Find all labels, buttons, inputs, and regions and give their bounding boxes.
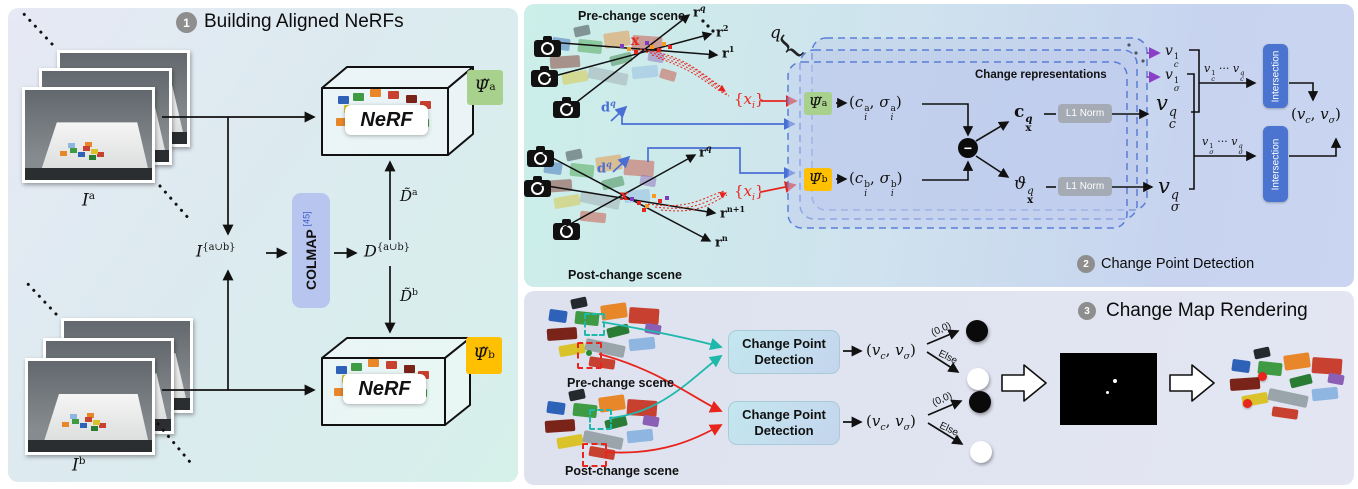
images-b-label: Ib xyxy=(72,455,86,476)
post-change-scene-label: Post-change scene xyxy=(568,268,682,282)
step-1-badge: 1 xyxy=(176,12,197,33)
camera-icon xyxy=(553,219,580,240)
panel-change-map-rendering xyxy=(524,291,1354,485)
changed-piece-dot xyxy=(586,350,592,356)
ray-q-label: rq xyxy=(693,3,706,21)
l1-norm-box-density: L1 Norm xyxy=(1058,177,1112,196)
stack-dots xyxy=(20,10,192,464)
change-point-output-label: (vc, vσ) xyxy=(1291,105,1341,126)
panel1-arrows xyxy=(162,111,396,396)
nerf-b-lego-contents xyxy=(336,366,347,374)
step-2-badge: 2 xyxy=(1077,255,1095,273)
step-3-badge: 3 xyxy=(1078,302,1096,320)
camera-icon xyxy=(534,36,561,57)
block-arrow-icon xyxy=(1001,364,1047,402)
poses-b-label: D̃b xyxy=(400,287,418,305)
block-arrow-icon xyxy=(1169,364,1215,402)
ray-2-label: r2 xyxy=(716,23,729,41)
query-point-x-post: x xyxy=(620,188,629,204)
nerf-b-label: NeRF xyxy=(343,374,426,404)
nerf-field-a-ref: Ψ̃ a xyxy=(804,92,832,115)
render-change-marker xyxy=(1258,372,1267,381)
nerf-field-a-badge: Ψ̃ a xyxy=(467,70,503,105)
change-map-dot xyxy=(1113,379,1117,383)
pre-change-scene-label: Pre-change scene xyxy=(578,9,685,23)
post-change-render-label: Post-change scene xyxy=(565,464,679,478)
color-density-a-tuple: (c a i, σ a i) xyxy=(849,93,902,123)
camera-icon xyxy=(527,146,554,167)
camera-icon xyxy=(524,176,551,197)
ray-n1-label: rn+1 xyxy=(720,204,746,222)
ray-1-label: r1 xyxy=(722,44,735,62)
photo-a-front xyxy=(22,87,155,183)
subtract-node: − xyxy=(958,138,978,158)
pre-change-render-label: Pre-change scene xyxy=(567,376,674,390)
nerf-a-lego-contents xyxy=(338,96,349,104)
camera-icon xyxy=(553,97,580,118)
panel3-title: Change Map Rendering xyxy=(1106,300,1308,321)
query-region-red-pre xyxy=(577,342,602,369)
view-dir-post-label: dq xyxy=(597,159,612,177)
camera-icon xyxy=(531,66,558,87)
query-point-x-pre: x xyxy=(631,33,640,49)
change-dot-black-1 xyxy=(966,320,988,342)
query-region-teal-post xyxy=(589,409,612,430)
intersection-box-color: Intersection xyxy=(1263,44,1288,108)
sample-set-post-label: {xi} xyxy=(734,182,765,203)
direction-wires xyxy=(610,105,796,179)
no-change-dot-white-1 xyxy=(967,368,989,390)
change-point-detection-box-1: Change Point Detection xyxy=(728,330,840,374)
images-union-label: I{a∪b} xyxy=(196,241,236,261)
render-change-marker xyxy=(1243,399,1252,408)
colmap-box: COLMAP[45] xyxy=(292,193,330,308)
sample-collection-curves xyxy=(639,48,730,212)
panel2-arrows xyxy=(836,49,1342,193)
panel3-arrows xyxy=(843,329,964,445)
intersection-box-density: Intersection xyxy=(1263,126,1288,202)
rays xyxy=(540,14,719,242)
panel3-curves xyxy=(598,321,723,454)
nerf-field-b-badge: Ψ̃ b xyxy=(466,337,502,374)
color-density-b-tuple: (c b i, σ b i) xyxy=(849,169,903,199)
ray-q-post-label: rq xyxy=(699,143,712,161)
change-dot-black-2 xyxy=(969,391,991,413)
no-change-dot-white-2 xyxy=(970,441,992,463)
ray-ellipsis-dots xyxy=(701,19,1145,63)
nerf-a-label: NeRF xyxy=(345,105,428,135)
ray-n-label: rn xyxy=(715,233,728,251)
nerf-field-b-ref: Ψ̃ b xyxy=(804,168,832,191)
poses-a-label: D̃a xyxy=(400,187,418,205)
photo-b-front xyxy=(25,358,155,455)
block-arrow-icons xyxy=(1001,364,1215,402)
cpd-output-1-label: (vc, vσ) xyxy=(866,341,916,362)
query-region-teal-pre xyxy=(584,313,605,336)
panel1-title: Building Aligned NeRFs xyxy=(204,11,404,32)
images-a-label: Ia xyxy=(82,190,95,211)
change-representations-label: Change representations xyxy=(975,69,1107,81)
query-region-red-post xyxy=(582,443,607,467)
camera-icons xyxy=(524,36,580,240)
sample-set-pre-label: {xi} xyxy=(734,90,765,111)
sample-points xyxy=(620,41,672,212)
view-dir-pre-label: dq xyxy=(601,98,616,116)
change-map-dot xyxy=(1106,391,1109,394)
num-queries-label: q xyxy=(770,23,781,43)
change-map-image xyxy=(1060,353,1157,425)
change-point-detection-box-2: Change Point Detection xyxy=(728,401,840,445)
cpd-output-2-label: (vc, vσ) xyxy=(866,412,916,433)
lower-query-output-arrows xyxy=(1147,47,1161,83)
panel2-title: Change Point Detection xyxy=(1101,256,1255,272)
poses-union-label: D{a∪b} xyxy=(364,241,410,261)
l1-norm-box-color: L1 Norm xyxy=(1058,104,1112,123)
